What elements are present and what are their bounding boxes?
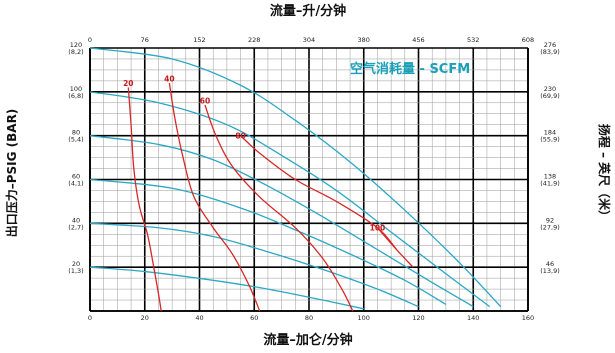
plot-area: 20 40 60 80 100 0 20 40 60 80 100 120 140 160 0 76 152 22… — [68, 36, 559, 322]
x-tick-label-bottom: 100 — [358, 314, 370, 322]
x-tick-label-top: 304 — [303, 36, 315, 44]
y-tick-label-left-bar: (4,1) — [68, 180, 83, 188]
y-tick-label-right-m: (55,9) — [540, 136, 560, 144]
x-tick-label-top: 0 — [88, 36, 92, 44]
pressure-curve — [89, 266, 364, 310]
air-consumption-curve — [376, 227, 414, 268]
right-axis-title: 扬程 – 英尺（米） — [597, 124, 612, 222]
pressure-curve — [89, 47, 502, 308]
x-tick-label-bottom: 120 — [412, 314, 424, 322]
y-tick-label-left: 100 — [70, 85, 82, 93]
x-tick-label-top: 456 — [412, 36, 424, 44]
y-tick-label-left-bar: (6,8) — [68, 92, 83, 100]
y-tick-label-right: 138 — [544, 173, 556, 181]
pressure-curve — [89, 91, 491, 308]
x-tick-label-bottom: 160 — [522, 314, 534, 322]
air-consumption-label: 20 — [123, 79, 133, 88]
x-tick-label-top: 532 — [467, 36, 479, 44]
x-tick-label-bottom: 20 — [141, 314, 149, 322]
y-tick-label-left-bar: (1,3) — [68, 267, 83, 275]
pressure-curve — [89, 135, 474, 308]
y-tick-label-left: 60 — [72, 173, 80, 181]
x-tick-label-bottom: 60 — [250, 314, 258, 322]
y-tick-label-right: 46 — [546, 260, 554, 268]
x-tick-label-bottom: 80 — [305, 314, 313, 322]
y-tick-label-left-bar: (2,7) — [68, 223, 83, 231]
air-consumption-curve — [168, 82, 261, 312]
air-consumption-curve — [204, 104, 354, 312]
x-tick-label-top: 228 — [248, 36, 260, 44]
x-tick-label-bottom: 40 — [195, 314, 203, 322]
y-tick-label-right: 276 — [544, 41, 556, 49]
x-tick-label-bottom: 140 — [467, 314, 479, 322]
y-tick-label-right: 230 — [544, 85, 556, 93]
y-tick-label-right: 92 — [546, 216, 554, 224]
y-tick-label-left: 80 — [72, 129, 80, 137]
air-consumption-curve — [127, 87, 162, 312]
top-axis-title: 流量–升/分钟 — [270, 3, 346, 19]
x-tick-label-bottom: 0 — [88, 314, 92, 322]
y-tick-label-right-m: (13,9) — [540, 267, 560, 275]
x-tick-label-top: 152 — [193, 36, 205, 44]
y-tick-label-left: 20 — [72, 260, 80, 268]
pressure-curve — [89, 178, 447, 305]
y-tick-label-right-m: (27,9) — [540, 223, 560, 231]
air-consumption-label: 80 — [235, 132, 245, 141]
y-tick-label-right-m: (83,9) — [540, 48, 560, 56]
air-consumption-label: 40 — [164, 75, 174, 84]
x-tick-label-top: 76 — [141, 36, 149, 44]
y-tick-label-left: 120 — [70, 41, 82, 49]
y-tick-label-left-bar: (5,4) — [68, 136, 83, 144]
x-tick-label-top: 380 — [358, 36, 370, 44]
y-tick-label-right-m: (41,9) — [540, 180, 560, 188]
y-tick-label-right: 184 — [544, 129, 556, 137]
y-tick-label-left-bar: (8,2) — [68, 48, 83, 56]
x-tick-label-top: 608 — [522, 36, 534, 44]
y-tick-label-right-m: (69,9) — [540, 92, 560, 100]
y-tick-label-left: 40 — [72, 216, 80, 224]
air-consumption-label: 100 — [370, 224, 386, 233]
air-consumption-label: 60 — [200, 97, 210, 106]
bottom-axis-title: 流量–加仑/分钟 — [263, 332, 352, 348]
legend-title: 空气消耗量 - SCFM — [350, 61, 470, 77]
left-axis-title: 出口压力–PSIG (BAR) — [4, 109, 19, 238]
pressure-curve — [89, 222, 419, 308]
